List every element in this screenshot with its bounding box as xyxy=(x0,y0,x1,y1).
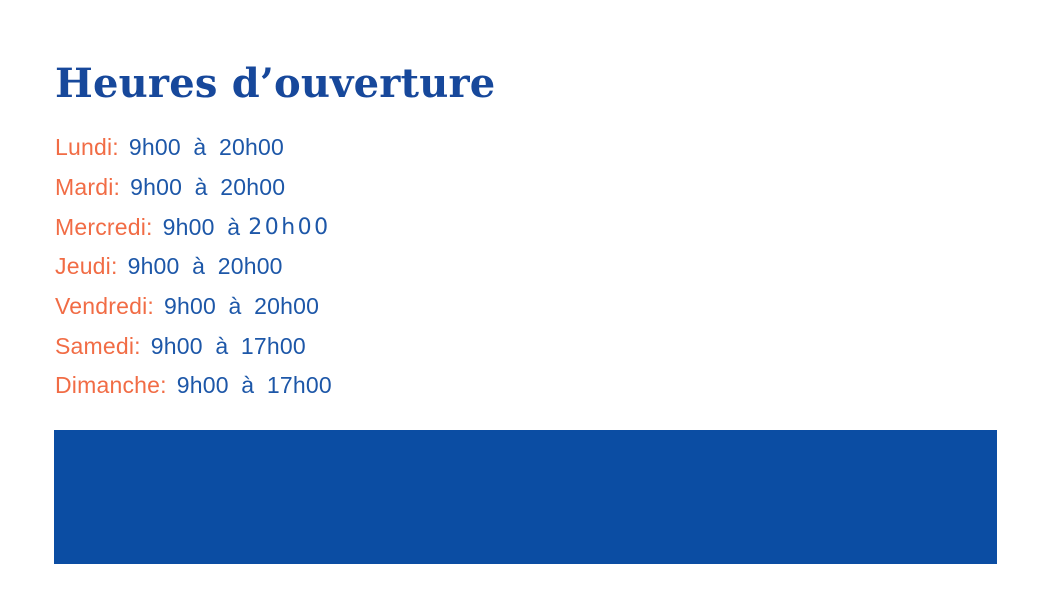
time-value: 9h00 à xyxy=(162,213,241,240)
time-value: 9h00 à 17h00 xyxy=(176,372,332,399)
day-label: Mercredi: xyxy=(55,213,153,240)
day-label: Jeudi: xyxy=(55,253,118,280)
time-value: 9h00 à 20h00 xyxy=(128,134,284,161)
hours-row-jeudi: Jeudi: 9h00 à 20h00 xyxy=(55,247,332,287)
hours-row-dimanche: Dimanche: 9h00 à 17h00 xyxy=(55,366,332,406)
day-label: Vendredi: xyxy=(55,293,154,320)
hours-row-mercredi: Mercredi: 9h00 à 20h00 xyxy=(55,207,332,247)
time-value-alt: 20h00 xyxy=(248,214,331,240)
hours-row-mardi: Mardi: 9h00 à 20h00 xyxy=(55,168,332,208)
hours-row-vendredi: Vendredi: 9h00 à 20h00 xyxy=(55,287,332,327)
footer-banner xyxy=(54,430,997,564)
page-title: Heures d’ouverture xyxy=(55,60,496,107)
day-label: Dimanche: xyxy=(55,372,167,399)
time-value: 9h00 à 20h00 xyxy=(164,293,320,320)
time-value: 9h00 à 20h00 xyxy=(130,174,286,201)
day-label: Lundi: xyxy=(55,134,119,161)
time-value: 9h00 à 17h00 xyxy=(150,332,306,359)
day-label: Samedi: xyxy=(55,332,141,359)
time-value: 9h00 à 20h00 xyxy=(127,253,283,280)
hours-row-lundi: Lundi: 9h00 à 20h00 xyxy=(55,128,332,168)
day-label: Mardi: xyxy=(55,174,121,201)
hours-row-samedi: Samedi: 9h00 à 17h00 xyxy=(55,326,332,366)
hours-list: Lundi: 9h00 à 20h00 Mardi: 9h00 à 20h00 … xyxy=(55,128,332,406)
